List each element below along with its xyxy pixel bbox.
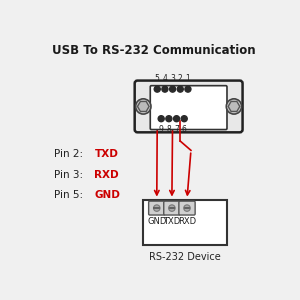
Text: Pin 2:: Pin 2: xyxy=(54,149,86,159)
Text: 5: 5 xyxy=(155,74,160,83)
Circle shape xyxy=(184,205,190,211)
Text: GND: GND xyxy=(147,217,167,226)
Text: USB To RS-232 Communication: USB To RS-232 Communication xyxy=(52,44,256,57)
Circle shape xyxy=(181,116,187,122)
Circle shape xyxy=(162,86,168,92)
Circle shape xyxy=(177,86,183,92)
FancyBboxPatch shape xyxy=(150,86,227,130)
FancyBboxPatch shape xyxy=(143,200,227,245)
Text: 7: 7 xyxy=(174,125,179,134)
Text: Pin 3:: Pin 3: xyxy=(54,169,86,180)
Text: 3: 3 xyxy=(170,74,175,83)
FancyBboxPatch shape xyxy=(148,201,165,215)
Circle shape xyxy=(136,99,151,114)
Circle shape xyxy=(226,99,242,114)
Text: Pin 5:: Pin 5: xyxy=(54,190,86,200)
Circle shape xyxy=(169,205,175,211)
Text: 6: 6 xyxy=(182,125,187,134)
Text: RXD: RXD xyxy=(178,217,196,226)
Circle shape xyxy=(185,86,191,92)
Text: RS-232 Device: RS-232 Device xyxy=(149,252,221,262)
Circle shape xyxy=(173,116,180,122)
Text: 9: 9 xyxy=(159,125,164,134)
Text: GND: GND xyxy=(94,190,120,200)
Circle shape xyxy=(158,116,164,122)
Text: 2: 2 xyxy=(178,74,183,83)
Text: RXD: RXD xyxy=(94,169,119,180)
Circle shape xyxy=(154,86,160,92)
FancyBboxPatch shape xyxy=(179,201,195,215)
Text: TXD: TXD xyxy=(163,217,181,226)
Circle shape xyxy=(154,205,160,211)
Text: 8: 8 xyxy=(167,125,171,134)
Text: 1: 1 xyxy=(186,74,190,83)
Text: 4: 4 xyxy=(163,74,167,83)
FancyBboxPatch shape xyxy=(135,81,243,132)
FancyBboxPatch shape xyxy=(164,201,180,215)
Text: TXD: TXD xyxy=(94,149,118,159)
Circle shape xyxy=(166,116,172,122)
Circle shape xyxy=(169,86,175,92)
